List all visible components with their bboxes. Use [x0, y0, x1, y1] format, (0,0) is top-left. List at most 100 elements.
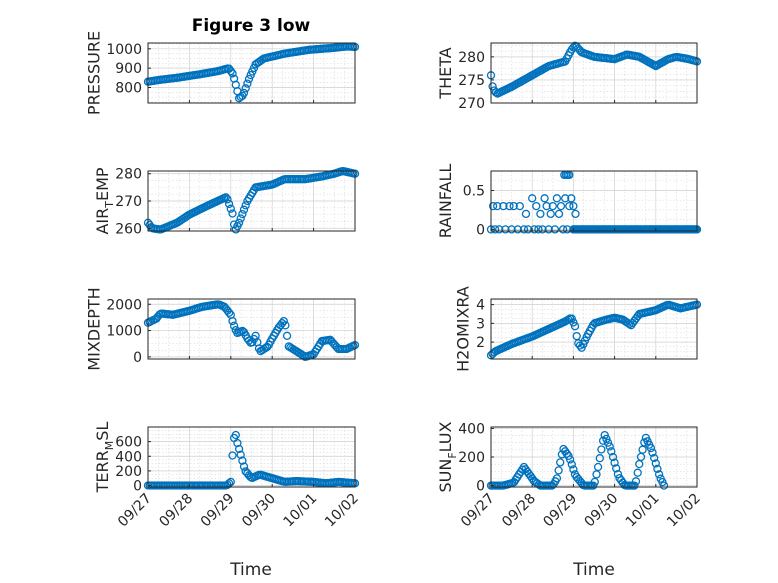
- x-tick-label: 09/27: [458, 491, 498, 531]
- data-point: [556, 201, 566, 211]
- y-axis-label: THETA: [436, 47, 455, 99]
- data-point: [228, 316, 237, 326]
- y-tick-label: 800: [115, 81, 142, 97]
- data-point: [223, 195, 232, 204]
- x-tick-label: 10/02: [664, 491, 704, 531]
- y-axis-label: H2OMIXRA: [453, 286, 472, 372]
- series-markers: [486, 41, 702, 98]
- data-point: [228, 451, 237, 460]
- data-point: [602, 434, 611, 444]
- data-point: [659, 481, 669, 490]
- data-point: [569, 318, 578, 327]
- data-point: [236, 214, 245, 223]
- data-point: [638, 445, 647, 454]
- figure-title: Figure 3 low: [192, 16, 311, 36]
- data-point: [569, 43, 578, 52]
- data-point: [224, 308, 234, 317]
- y-axis-label: SUNFLUX: [436, 421, 459, 492]
- data-point: [521, 209, 531, 219]
- data-point: [548, 201, 557, 211]
- data-point: [536, 209, 545, 219]
- data-point: [558, 225, 568, 234]
- y-tick-label: 1000: [106, 42, 142, 58]
- data-point: [538, 225, 547, 234]
- data-point: [597, 445, 606, 454]
- y-tick-label: 900: [115, 61, 142, 77]
- data-point: [239, 462, 249, 471]
- data-point: [648, 448, 657, 457]
- y-axis-label: MIXDEPTH: [85, 287, 104, 370]
- data-point: [229, 321, 239, 330]
- axes-box: [490, 170, 698, 232]
- data-point: [228, 209, 237, 218]
- y-tick-label: 2: [476, 335, 485, 351]
- axes-frame: [490, 170, 698, 232]
- data-point: [519, 225, 529, 234]
- y-tick-label: 270: [115, 194, 142, 210]
- data-point: [532, 201, 541, 211]
- data-point: [544, 225, 553, 234]
- x-tick-label: 10/02: [322, 491, 362, 531]
- axes-frame: [147, 426, 356, 488]
- data-point: [589, 481, 598, 490]
- x-tick-label: 09/28: [499, 491, 539, 531]
- data-point: [241, 201, 250, 210]
- x-tick-label: 09/29: [198, 491, 238, 531]
- series-markers: [486, 430, 669, 490]
- y-tick-label: 400: [458, 421, 485, 437]
- x-tick-label: 10/01: [281, 491, 321, 531]
- x-tick-label: 09/29: [540, 491, 580, 531]
- x-axis-label-left: Time: [229, 560, 272, 580]
- data-point: [654, 470, 664, 479]
- data-point: [600, 430, 609, 440]
- data-point: [567, 194, 576, 203]
- data-point: [653, 464, 662, 474]
- data-point: [507, 225, 516, 234]
- y-tick-label: 260: [115, 221, 142, 237]
- data-point: [513, 225, 522, 234]
- data-point: [608, 452, 618, 462]
- data-point: [552, 474, 562, 483]
- data-point: [228, 69, 237, 78]
- y-tick-label: 0: [476, 479, 485, 495]
- data-point: [540, 194, 549, 203]
- series-markers: [486, 300, 702, 360]
- data-point: [234, 444, 244, 454]
- data-point: [241, 84, 250, 93]
- data-point: [610, 458, 619, 467]
- data-point: [556, 458, 565, 467]
- data-point: [650, 453, 659, 463]
- y-tick-label: 0: [476, 222, 485, 238]
- data-point: [243, 79, 252, 88]
- data-point: [630, 481, 639, 490]
- data-point: [612, 464, 621, 473]
- data-point: [534, 225, 543, 234]
- data-point: [567, 460, 576, 469]
- data-point: [550, 225, 560, 234]
- data-point: [554, 466, 563, 475]
- data-point: [546, 209, 555, 219]
- data-point: [592, 470, 601, 479]
- data-point: [238, 209, 247, 219]
- data-point: [646, 443, 656, 453]
- data-point: [234, 218, 244, 227]
- data-point: [593, 462, 603, 472]
- data-point: [528, 194, 537, 203]
- subplot-rainfall: 0 0.5 RAINFALL: [436, 164, 702, 238]
- data-point: [501, 225, 510, 234]
- data-point: [567, 314, 576, 323]
- data-point: [570, 322, 580, 331]
- data-point: [613, 469, 623, 479]
- data-point: [631, 477, 641, 486]
- x-tick-label: 09/30: [582, 491, 622, 531]
- data-point: [495, 225, 504, 234]
- data-point: [244, 74, 254, 84]
- axes-frame: [490, 42, 698, 104]
- data-point: [554, 209, 564, 219]
- y-tick-label: 280: [458, 50, 485, 66]
- data-point: [238, 456, 247, 465]
